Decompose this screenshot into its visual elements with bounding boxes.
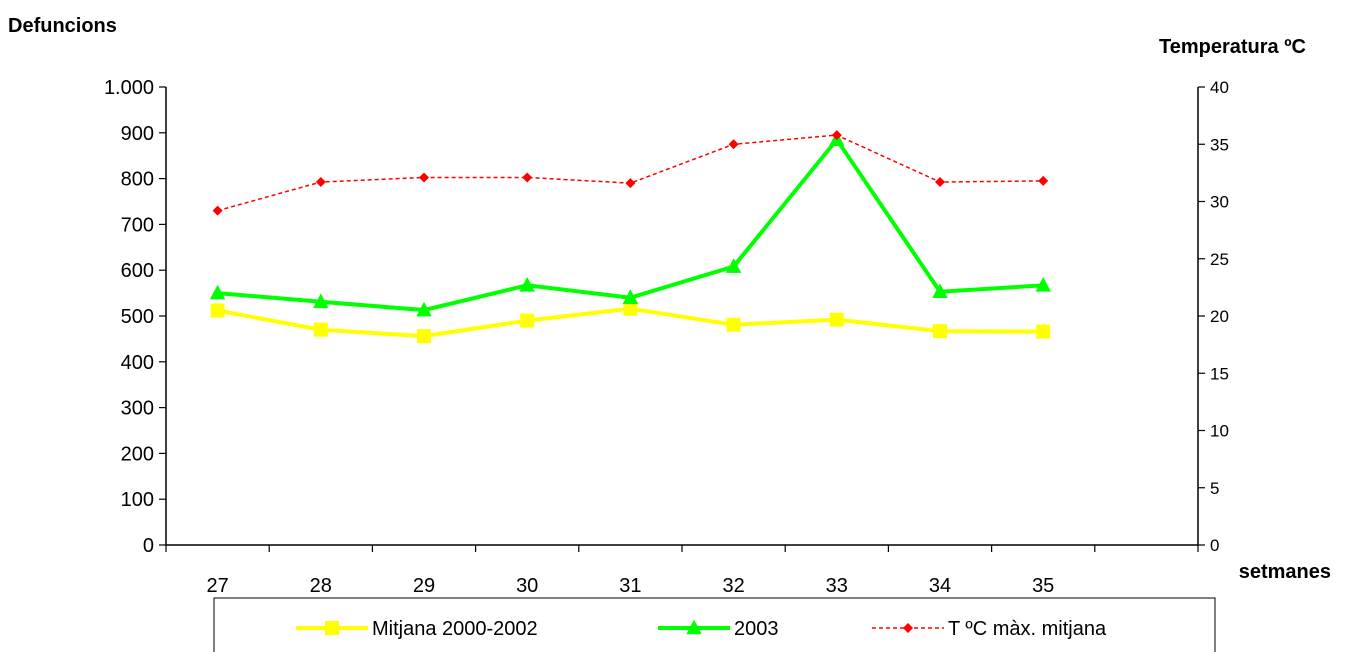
legend-marker — [325, 621, 339, 635]
x-tick-label: 29 — [413, 575, 435, 597]
x-tick-label: 31 — [619, 575, 641, 597]
series-point — [829, 312, 844, 327]
x-tick-label: 32 — [722, 575, 744, 597]
x-tick-label: 28 — [310, 575, 332, 597]
series-point — [831, 130, 842, 141]
y-left-axis-title: Defuncions — [8, 15, 117, 37]
y-right-axis-title: Temperatura ºC — [1159, 36, 1306, 58]
series-point — [315, 177, 326, 188]
series-point — [623, 301, 638, 316]
series-point — [313, 293, 329, 309]
y-left-tick-label: 800 — [121, 169, 154, 191]
y-left-tick-label: 200 — [121, 443, 154, 465]
series-point — [728, 139, 739, 150]
y-left-tick-label: 400 — [121, 352, 154, 374]
legend-box — [213, 597, 1216, 652]
y-left-tick-label: 0 — [143, 535, 154, 557]
y-left-ticks: 0 100 200 300 400 500 600 700 800 900 1.000 — [104, 77, 166, 557]
series-layer — [209, 130, 1051, 344]
series-point — [932, 283, 948, 299]
y-left-tick-label: 900 — [121, 123, 154, 145]
y-right-tick-label: 35 — [1210, 135, 1229, 154]
series-point — [1035, 276, 1051, 292]
x-tick-label: 34 — [929, 575, 951, 597]
y-right-tick-label: 30 — [1210, 193, 1229, 212]
y-left-tick-label: 100 — [121, 489, 154, 511]
legend-marker — [903, 623, 913, 633]
series-point — [419, 172, 429, 183]
y-right-ticks: 0 5 10 15 20 25 30 35 40 — [1198, 78, 1229, 555]
legend: Mitjana 2000-2002 2003 T ºC màx. mitjana — [296, 618, 1107, 640]
series-point — [313, 322, 328, 337]
y-right-tick-label: 10 — [1210, 422, 1229, 441]
legend-marker — [686, 619, 702, 635]
y-left-tick-label: 600 — [121, 260, 154, 282]
y-right-tick-label: 15 — [1210, 364, 1229, 383]
series-point — [935, 177, 945, 188]
series-point — [622, 289, 639, 304]
y-left-tick-label: 1.000 — [104, 77, 154, 99]
y-left-tick-label: 500 — [121, 306, 154, 328]
series-point — [416, 301, 432, 317]
x-axis-title: setmanes — [1239, 561, 1331, 583]
x-ticks: 27 28 29 30 31 32 33 34 35 — [165, 545, 1199, 597]
x-tick-label: 35 — [1032, 575, 1054, 597]
series-point — [725, 258, 742, 273]
series-point — [520, 313, 535, 328]
series-point — [522, 172, 533, 183]
y-left-tick-label: 700 — [121, 214, 154, 236]
series-line — [217, 136, 1044, 313]
series-point — [726, 317, 741, 332]
series-line — [217, 134, 1044, 212]
y-right-tick-label: 40 — [1210, 78, 1229, 97]
y-right-tick-label: 0 — [1210, 536, 1219, 555]
series-point — [209, 284, 226, 300]
legend-label: 2003 — [734, 618, 779, 640]
legend-label: Mitjana 2000-2002 — [372, 618, 538, 640]
series-point — [212, 205, 223, 216]
x-tick-label: 33 — [826, 575, 848, 597]
series-point — [519, 276, 535, 292]
series-point — [625, 178, 636, 189]
series-point — [210, 303, 225, 318]
series-point — [933, 324, 947, 339]
series-point — [1036, 324, 1051, 339]
series-point — [1038, 175, 1049, 186]
y-right-tick-label: 20 — [1210, 307, 1229, 326]
x-tick-label: 30 — [516, 575, 538, 597]
series-point — [417, 329, 431, 344]
y-left-tick-label: 300 — [121, 398, 154, 420]
legend-label: T ºC màx. mitjana — [948, 618, 1107, 640]
y-right-tick-label: 25 — [1210, 250, 1229, 269]
x-tick-label: 27 — [206, 575, 228, 597]
y-right-tick-label: 5 — [1210, 479, 1219, 498]
